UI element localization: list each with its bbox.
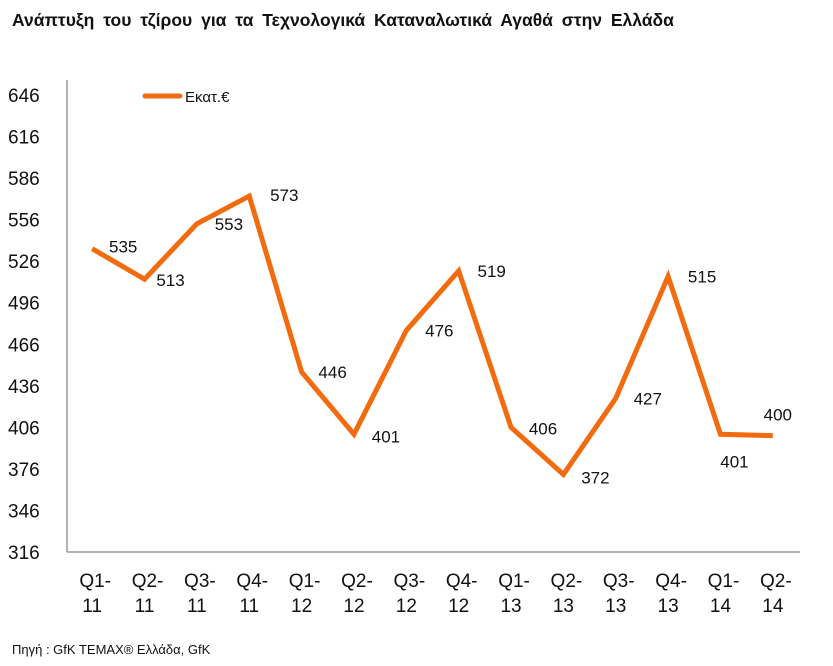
y-tick-label: 346: [8, 501, 40, 522]
data-label: 401: [372, 427, 400, 446]
line-chart: 316 346 376 406 436 466 496 526 556 586 616 646 Q1-1…: [8, 80, 800, 617]
data-label: 513: [156, 271, 184, 290]
y-tick-label: 466: [8, 335, 40, 356]
x-tick-label: Q3-11: [184, 571, 216, 617]
data-label: 476: [425, 321, 453, 340]
chart-title: Ανάπτυξη του τζίρου για τα Τεχνολογικά Κ…: [12, 10, 674, 30]
data-label: 535: [109, 238, 137, 257]
x-tick-label: Q3-13: [603, 571, 635, 617]
y-tick-label: 646: [8, 86, 40, 107]
y-tick-label: 556: [8, 211, 40, 232]
x-tick-label: Q1-14: [708, 571, 740, 617]
y-tick-label: 436: [8, 377, 40, 398]
x-tick-label: Q1-11: [79, 571, 111, 617]
source-note: Πηγή : GfK TEMAX® Ελλάδα, GfK: [12, 642, 211, 657]
data-label: 519: [477, 262, 505, 281]
data-label: 400: [764, 406, 792, 425]
data-label: 553: [215, 215, 243, 234]
data-label: 515: [688, 267, 716, 286]
x-tick-label: Q2-13: [551, 571, 583, 617]
y-tick-label: 406: [8, 418, 40, 439]
data-label: 406: [529, 419, 557, 438]
x-tick-label: Q2-14: [760, 571, 792, 617]
x-tick-label: Q4-12: [446, 571, 478, 617]
x-tick-label: Q4-11: [236, 571, 268, 617]
x-tick-label: Q3-12: [393, 571, 425, 617]
y-tick-label: 586: [8, 169, 40, 190]
x-tick-label: Q1-13: [498, 571, 530, 617]
data-label: 401: [720, 452, 748, 471]
data-label: 372: [581, 468, 609, 487]
y-tick-label: 496: [8, 294, 40, 315]
y-tick-label: 316: [8, 543, 40, 564]
x-tick-label: Q2-11: [132, 571, 164, 617]
x-tick-label: Q2-12: [341, 571, 373, 617]
data-label: 573: [270, 186, 298, 205]
series-line: [90, 192, 773, 479]
legend-label: Εκατ.€: [185, 89, 230, 106]
y-tick-label: 616: [8, 128, 40, 149]
data-label: 446: [318, 363, 346, 382]
y-tick-label: 376: [8, 460, 40, 481]
y-tick-label: 526: [8, 252, 40, 273]
x-tick-label: Q1-12: [289, 571, 321, 617]
data-label: 427: [634, 389, 662, 408]
x-tick-label: Q4-13: [655, 571, 687, 617]
